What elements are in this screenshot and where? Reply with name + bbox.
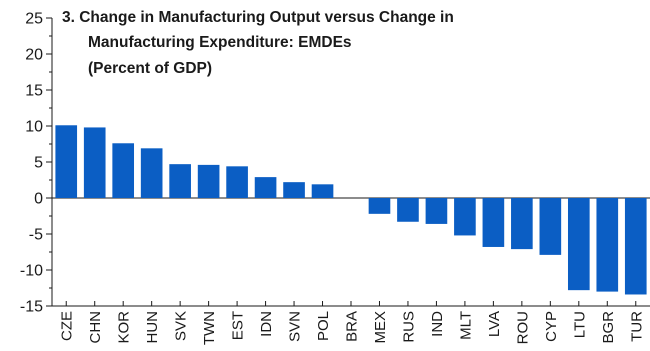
bar-rou: [511, 198, 533, 250]
x-tick-label-tur: TUR: [628, 311, 645, 342]
bar-kor: [112, 143, 135, 198]
title-line-3: (Percent of GDP): [88, 60, 212, 77]
bar-chn: [83, 127, 106, 198]
bar-lva: [482, 198, 505, 247]
x-tick-label-mlt: MLT: [457, 311, 474, 340]
y-tick-label: -10: [20, 263, 43, 280]
y-tick-label: 15: [25, 83, 43, 100]
x-tick-label-rus: RUS: [400, 311, 417, 343]
y-tick-label: 25: [25, 11, 43, 28]
bar-twn: [197, 164, 220, 198]
x-tick-label-hun: HUN: [144, 311, 161, 344]
x-tick-label-bra: BRA: [344, 311, 361, 342]
x-tick-label-bgr: BGR: [600, 311, 617, 344]
x-tick-label-twn: TWN: [201, 311, 218, 345]
bar-cyp: [539, 198, 562, 255]
chart-title: 3. Change in Manufacturing Output versus…: [62, 9, 454, 77]
bar-idn: [254, 177, 277, 198]
y-tick-label: 10: [25, 119, 43, 136]
bar-cze: [55, 125, 78, 198]
y-tick-label: 20: [25, 47, 43, 64]
x-tick-label-est: EST: [230, 311, 247, 340]
x-tick-label-idn: IDN: [258, 311, 275, 337]
bar-est: [226, 166, 248, 198]
bar-rus: [397, 198, 419, 222]
x-tick-label-cyp: CYP: [543, 311, 560, 342]
title-line-1: 3. Change in Manufacturing Output versus…: [62, 9, 454, 26]
y-tick-label: -5: [29, 227, 43, 244]
bar-svn: [283, 182, 305, 198]
bar-hun: [140, 148, 163, 198]
x-axis: CZE CHN KOR HUN SVK TWN EST IDN SVN POL BRA MEX RUS I…: [52, 301, 650, 345]
bar-series: [55, 125, 647, 295]
y-tick-label: -15: [20, 299, 43, 316]
bar-mex: [368, 198, 391, 214]
x-tick-label-rou: ROU: [514, 311, 531, 344]
bar-ind: [425, 198, 448, 224]
bar-tur: [624, 198, 647, 295]
title-line-2: Manufacturing Expenditure: EMDEs: [88, 34, 352, 51]
x-tick-label-chn: CHN: [87, 311, 104, 344]
x-tick-label-mex: MEX: [372, 311, 389, 344]
bar-ltu: [567, 198, 590, 291]
x-tick-label-svn: SVN: [287, 311, 304, 342]
y-tick-label: 5: [34, 155, 43, 172]
x-tick-label-lva: LVA: [486, 311, 503, 337]
x-tick-label-ltu: LTU: [571, 311, 588, 338]
x-tick-label-kor: KOR: [116, 311, 133, 344]
bar-pol: [311, 184, 334, 198]
bar-mlt: [454, 198, 476, 236]
x-tick-label-cze: CZE: [59, 311, 76, 341]
x-tick-label-pol: POL: [315, 311, 332, 341]
bar-svk: [169, 164, 191, 198]
y-tick-label: 0: [34, 191, 43, 208]
x-tick-label-svk: SVK: [173, 311, 190, 341]
x-tick-label-ind: IND: [429, 311, 446, 337]
bar-bgr: [596, 198, 619, 292]
